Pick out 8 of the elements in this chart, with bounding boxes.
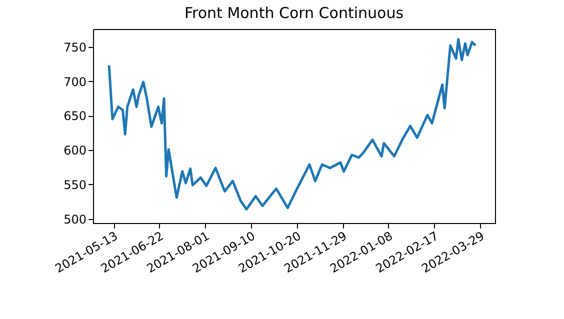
- y-tick-label: 700: [64, 74, 86, 89]
- chart-title: Front Month Corn Continuous: [184, 4, 404, 22]
- y-tick-label: 650: [64, 109, 86, 124]
- y-tick-label: 750: [64, 40, 86, 54]
- y-tick-label: 550: [64, 178, 86, 192]
- y-tick-label: 500: [64, 212, 86, 226]
- y-tick-label: 600: [64, 144, 86, 158]
- line-series: [108, 38, 477, 210]
